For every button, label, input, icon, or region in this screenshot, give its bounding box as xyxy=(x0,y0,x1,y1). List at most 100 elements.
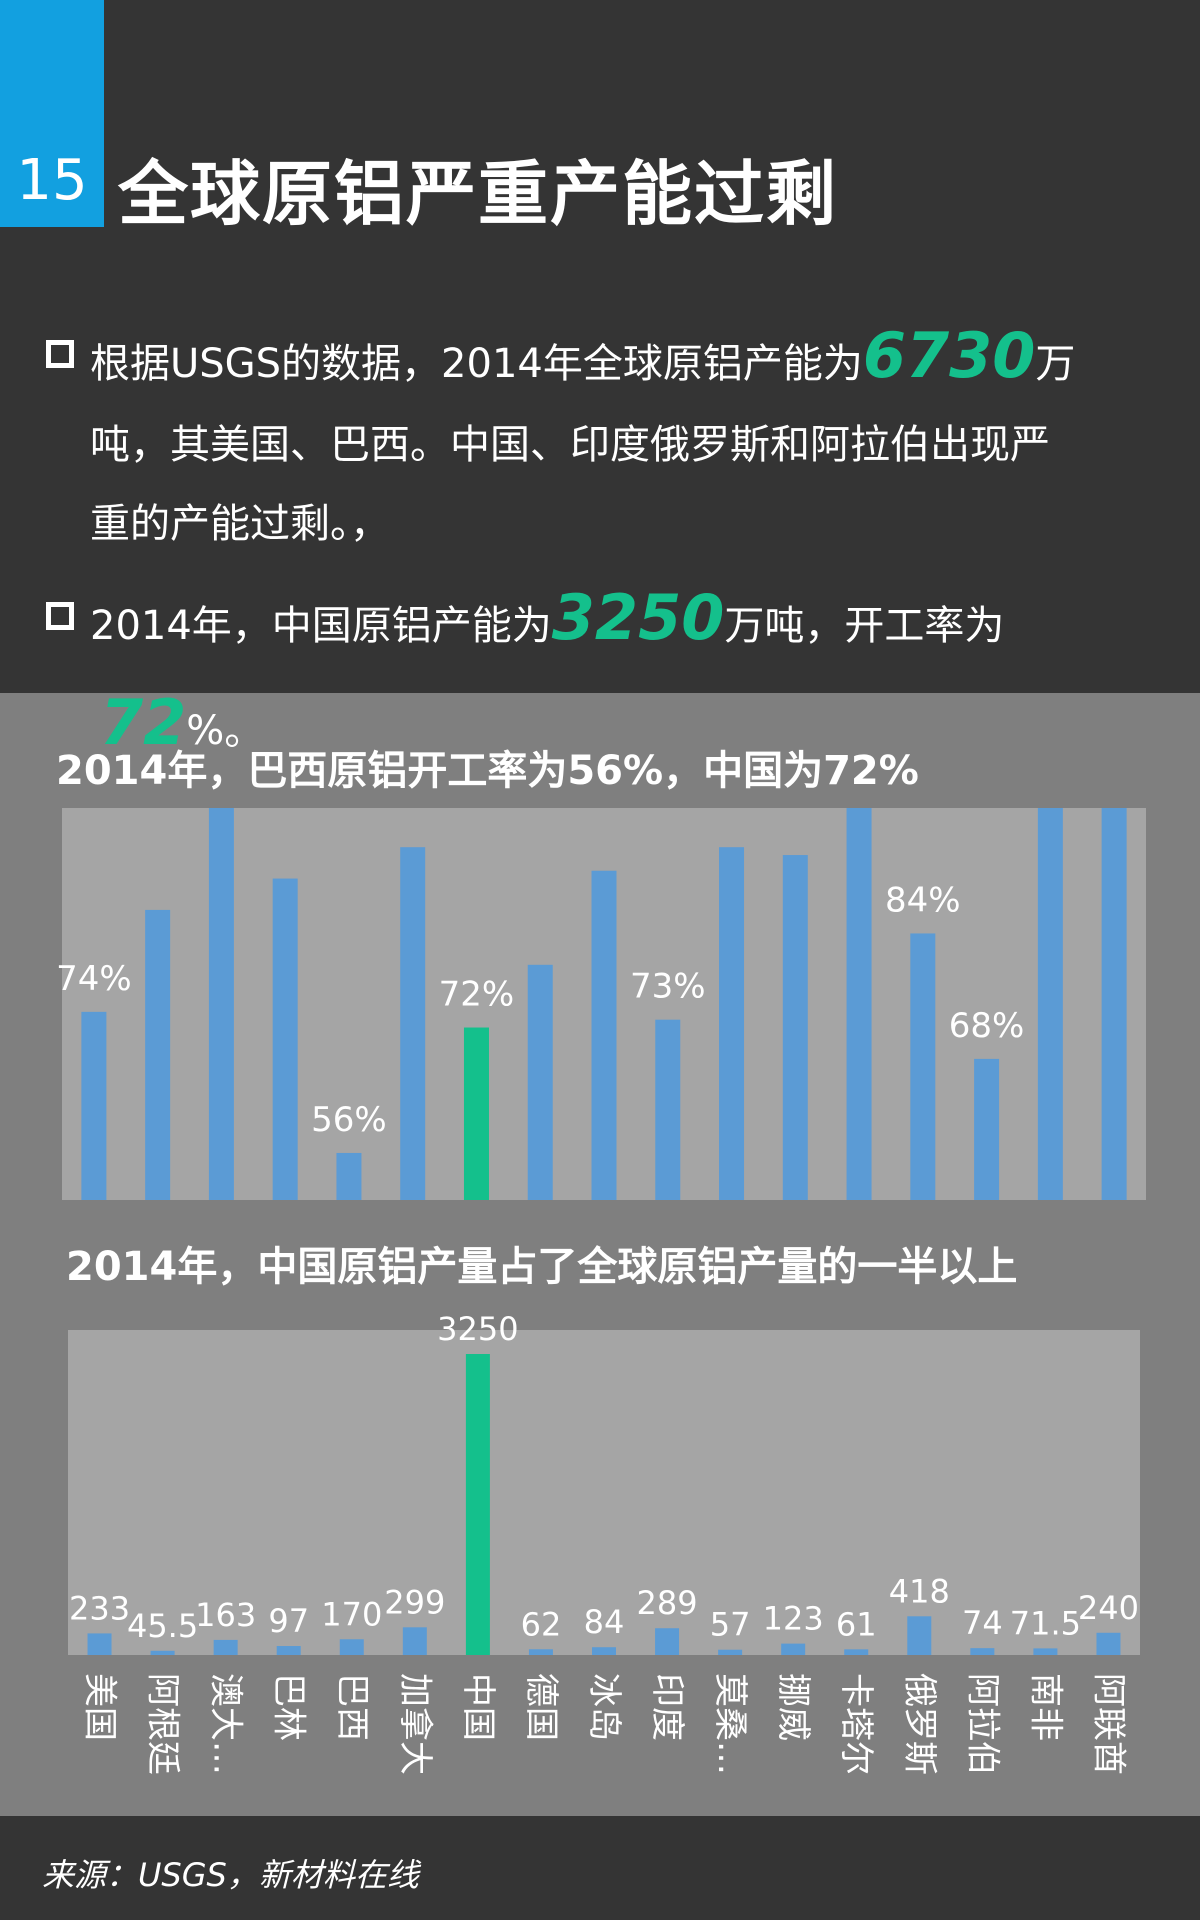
data-label: 74 xyxy=(962,1604,1003,1642)
bullet-square-icon xyxy=(46,602,74,630)
category-label: 加拿大 xyxy=(395,1673,435,1775)
bar xyxy=(528,1649,553,1655)
bar xyxy=(463,1027,489,1200)
data-label: 45.5 xyxy=(127,1607,198,1645)
bar xyxy=(81,1011,107,1200)
bar xyxy=(1101,808,1127,1200)
china-capacity-highlight: 3250 xyxy=(551,581,725,654)
bullet-2-text-tail: 万吨，开工率为 xyxy=(724,603,1005,649)
bar xyxy=(339,1639,364,1655)
bar xyxy=(336,1152,362,1200)
data-label: 74% xyxy=(56,959,132,999)
bar xyxy=(87,1633,112,1655)
data-label: 68% xyxy=(949,1006,1025,1046)
bar xyxy=(719,847,745,1200)
bar xyxy=(145,909,171,1200)
bar xyxy=(272,878,298,1200)
bullet-square-icon xyxy=(46,340,74,368)
bar xyxy=(846,808,872,1200)
data-label: 289 xyxy=(637,1584,698,1622)
data-label: 57 xyxy=(710,1606,751,1644)
category-label: 印度 xyxy=(647,1673,687,1741)
category-label: 美国 xyxy=(80,1673,120,1741)
bar xyxy=(527,964,553,1200)
category-label: 巴西 xyxy=(332,1673,372,1741)
category-label: 南非 xyxy=(1025,1673,1065,1741)
bullet-2-text: 2014年，中国原铝产能为 xyxy=(90,603,552,649)
category-label: 德国 xyxy=(521,1673,561,1741)
bullet-2-line-2: 72%。 xyxy=(100,686,264,759)
data-label: 72% xyxy=(439,975,515,1015)
footer: 来源：USGS，新材料在线 xyxy=(0,1816,1200,1920)
bar xyxy=(1033,1648,1058,1655)
data-label: 73% xyxy=(630,967,706,1007)
capacity-highlight: 6730 xyxy=(862,319,1036,392)
bullet-1-line-1: 根据USGS的数据，2014年全球原铝产能为6730万 xyxy=(90,316,1075,404)
category-label: 中国 xyxy=(458,1673,498,1741)
chart-1-title: 2014年，巴西原铝开工率为56%，中国为72% xyxy=(56,748,919,794)
data-label: 299 xyxy=(384,1583,445,1621)
data-label: 233 xyxy=(69,1589,130,1627)
bar xyxy=(150,1650,175,1655)
category-label: 阿拉伯 xyxy=(962,1673,1002,1775)
bar xyxy=(718,1649,743,1655)
category-label: 澳大… xyxy=(206,1673,246,1775)
header-panel xyxy=(0,0,1200,693)
bar xyxy=(781,1643,806,1655)
bar xyxy=(974,1058,1000,1200)
data-label: 71.5 xyxy=(1010,1604,1081,1642)
bullet-1-line-3: 重的产能过剩。， xyxy=(90,501,390,547)
data-label: 3250 xyxy=(437,1310,518,1348)
bar xyxy=(910,933,936,1200)
bar xyxy=(655,1628,680,1655)
data-label: 84% xyxy=(885,880,961,920)
data-label: 56% xyxy=(311,1100,387,1140)
bar xyxy=(592,1647,616,1655)
page-number-badge: 15 xyxy=(0,0,104,227)
utilization-unit: %。 xyxy=(186,708,265,754)
source-note: 来源：USGS，新材料在线 xyxy=(42,1856,419,1894)
data-label: 97 xyxy=(268,1602,309,1640)
data-label: 84 xyxy=(584,1603,625,1641)
bar xyxy=(465,1354,490,1655)
bar xyxy=(655,1019,681,1200)
data-label: 61 xyxy=(836,1605,877,1643)
page-number: 15 xyxy=(16,148,88,213)
utilization-chart: 74% 56% 72% 73% 84% 68% xyxy=(56,808,1146,1200)
data-label: 240 xyxy=(1078,1589,1139,1627)
category-label: 莫桑… xyxy=(710,1673,750,1775)
data-label: 62 xyxy=(521,1605,562,1643)
bar xyxy=(402,1627,427,1655)
bar xyxy=(208,808,234,1200)
data-label: 170 xyxy=(321,1595,382,1633)
utilization-highlight: 72 xyxy=(100,686,187,759)
data-label: 418 xyxy=(889,1572,950,1610)
bar xyxy=(782,855,808,1200)
category-label: 阿联酋 xyxy=(1088,1673,1128,1775)
data-label: 163 xyxy=(195,1596,256,1634)
bar xyxy=(1037,808,1063,1200)
bullet-1-text: 根据USGS的数据，2014年全球原铝产能为 xyxy=(90,341,863,387)
category-label: 挪威 xyxy=(773,1673,813,1741)
category-label: 巴林 xyxy=(269,1673,309,1741)
bar xyxy=(844,1649,869,1655)
bullet-1-line-2: 吨，其美国、巴西。中国、印度俄罗斯和阿拉伯出现严 xyxy=(90,422,1050,468)
bar xyxy=(591,870,617,1200)
data-label: 123 xyxy=(763,1600,824,1638)
page-title: 全球原铝严重产能过剩 xyxy=(118,153,838,235)
bullet-2-line-1: 2014年，中国原铝产能为3250万吨，开工率为 xyxy=(90,578,1004,666)
category-label: 冰岛 xyxy=(584,1673,624,1741)
bar xyxy=(213,1639,238,1655)
bar xyxy=(970,1648,995,1655)
category-label: 阿根廷 xyxy=(143,1673,183,1775)
bullet-1-unit: 万 xyxy=(1035,341,1076,387)
bar xyxy=(400,847,426,1200)
plot-area xyxy=(68,1330,1140,1655)
bar xyxy=(907,1616,932,1655)
bar xyxy=(1096,1632,1121,1655)
category-label: 俄罗斯 xyxy=(899,1673,939,1775)
category-label: 卡塔尔 xyxy=(836,1673,876,1775)
bar xyxy=(276,1646,301,1655)
chart-2-title: 2014年，中国原铝产量占了全球原铝产量的一半以上 xyxy=(66,1244,1018,1290)
